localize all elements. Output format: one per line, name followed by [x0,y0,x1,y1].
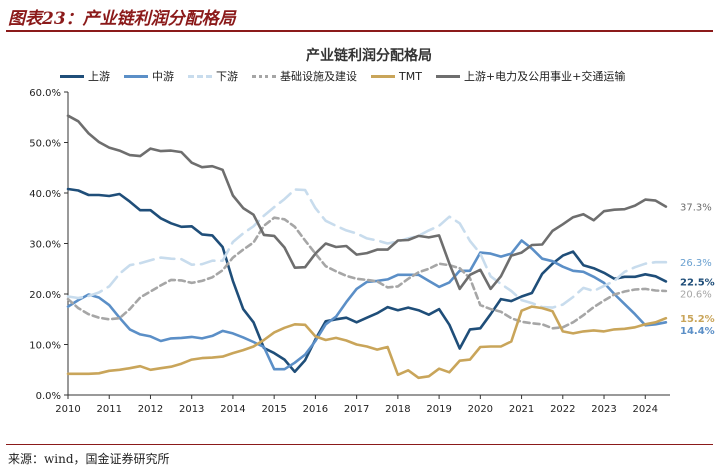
legend-label: 中游 [152,70,174,83]
x-tick-label: 2024 [633,404,658,415]
figure-title: 图表23：产业链利润分配格局 [8,9,236,29]
series-end-label: 14.4% [680,326,715,337]
x-tick-label: 2017 [344,404,369,415]
y-tick-label: 50.0% [29,139,61,150]
series-line [66,188,668,309]
x-tick-label: 2010 [55,404,80,415]
x-tick-label: 2014 [220,404,245,415]
y-tick-label: 10.0% [29,341,61,352]
x-tick-label: 2013 [179,404,204,415]
y-tick-label: 0.0% [36,391,61,402]
series-line [66,239,668,371]
series-line [66,114,668,291]
legend-label: 上游 [88,70,110,83]
x-tick-label: 2023 [591,404,616,415]
series-end-label: 15.2% [680,314,715,325]
series-end-label: 20.6% [680,289,712,300]
title-rule [6,30,713,32]
chart-legend: 上游 中游 下游 基础设施及建设 TMT 上游+电力及公用事业+交通运输 [60,68,710,84]
y-tick-label: 60.0% [29,88,61,99]
series-line [66,187,668,374]
legend-item: TMT [371,70,422,83]
x-tick-label: 2021 [509,404,534,415]
x-tick-label: 2011 [97,404,122,415]
legend-label: 基础设施及建设 [280,70,357,83]
legend-item: 中游 [124,68,174,84]
x-tick-label: 2020 [468,404,493,415]
y-tick-label: 30.0% [29,240,61,251]
series-line [66,216,668,330]
chart-title: 产业链利润分配格局 [306,47,432,64]
x-tick-label: 2012 [138,404,163,415]
source-rule [6,444,713,445]
x-tick-label: 2016 [303,404,328,415]
x-tick-label: 2022 [550,404,575,415]
legend-item: 上游+电力及公用事业+交通运输 [435,68,626,84]
y-tick-label: 20.0% [29,290,61,301]
legend-label: TMT [399,69,422,83]
legend-item: 上游 [60,68,110,84]
legend-label: 下游 [216,70,238,83]
series-line [66,305,668,380]
source-note: 来源：wind，国金证券研究所 [8,452,170,466]
legend-swatch [371,74,395,78]
y-tick-label: 40.0% [29,189,61,200]
x-tick-label: 2015 [261,404,286,415]
legend-swatch [188,74,212,78]
legend-swatch [435,74,460,78]
series-end-label: 26.3% [680,258,712,269]
legend-swatch [252,74,276,78]
profit-distribution-chart: 产业链利润分配格局 0.0% 10.0% 20.0% 30.0% 40.0% 50.0% 60… [29,47,715,415]
legend-label: 上游+电力及公用事业+交通运输 [463,70,626,83]
legend-swatch [60,74,84,78]
series-end-label: 37.3% [680,203,712,214]
legend-item: 下游 [188,68,238,84]
x-tick-label: 2019 [426,404,451,415]
legend-item: 基础设施及建设 [252,68,357,84]
legend-swatch [124,74,148,78]
series-end-label: 22.5% [680,277,715,288]
x-tick-label: 2018 [385,404,410,415]
